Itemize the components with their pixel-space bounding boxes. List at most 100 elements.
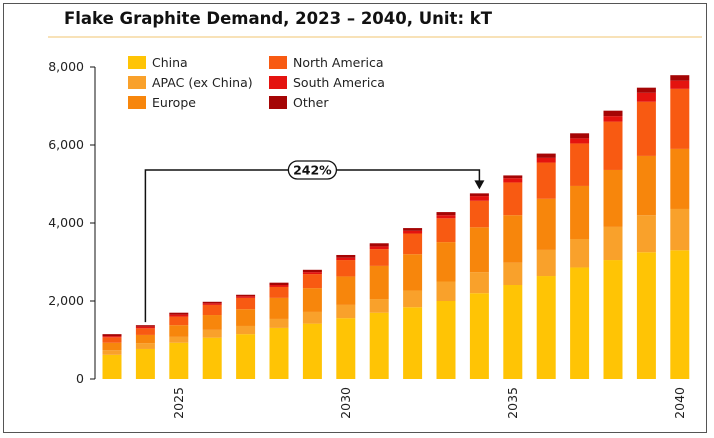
bar-segment-other	[269, 282, 289, 286]
bar-segment-europe	[202, 315, 222, 330]
bar-segment-south-america	[670, 80, 690, 89]
bar-stack-2027	[236, 294, 256, 379]
bar-segment-other	[102, 334, 122, 337]
bar-segment-apac-ex-china-	[469, 272, 489, 294]
bar-segment-other	[436, 212, 456, 216]
bar-stack-2026	[202, 301, 222, 379]
bar-segment-other	[369, 243, 389, 247]
bar-stack-2040	[670, 75, 690, 379]
bar-segment-apac-ex-china-	[169, 336, 189, 343]
chart-frame	[3, 3, 707, 433]
y-axis: 0 2,000 4,000 6,000 8,000	[48, 59, 96, 386]
bar-segment-south-america	[570, 138, 590, 144]
bar-segment-south-america	[102, 336, 122, 338]
bar-segment-south-america	[636, 92, 656, 102]
bar-segment-other	[636, 87, 656, 93]
bar-segment-other	[536, 153, 556, 158]
bar-segment-other	[503, 175, 523, 179]
bar-stack-2031	[369, 243, 389, 379]
bar-segment-north-america	[536, 162, 556, 199]
bar-segment-apac-ex-china-	[102, 350, 122, 355]
bar-segment-apac-ex-china-	[135, 343, 155, 349]
bar-segment-apac-ex-china-	[236, 325, 256, 335]
bar-segment-north-america	[336, 260, 356, 277]
bar-stack-2037	[570, 133, 590, 379]
y-tick-label: 0	[76, 371, 84, 386]
growth-annotation: 242%	[144, 160, 485, 323]
bar-segment-south-america	[135, 326, 155, 329]
bar-segment-china	[236, 334, 256, 379]
bar-stack-2023	[102, 334, 122, 379]
bar-segment-apac-ex-china-	[570, 238, 590, 268]
bar-segment-other	[135, 325, 155, 327]
bar-segment-europe	[503, 215, 523, 263]
bar-segment-north-america	[169, 316, 189, 326]
x-tick-label: 2025	[171, 387, 186, 419]
bar-segment-europe	[436, 242, 456, 282]
bar-segment-apac-ex-china-	[336, 304, 356, 319]
bar-segment-south-america	[469, 196, 489, 201]
bar-segment-south-america	[202, 303, 222, 305]
bar-segment-europe	[670, 148, 690, 209]
bar-segment-europe	[536, 198, 556, 250]
bar-segment-north-america	[302, 274, 322, 289]
x-tick-label: 2030	[338, 387, 353, 419]
bar-segment-apac-ex-china-	[436, 281, 456, 301]
legend-label: Europe	[152, 95, 196, 110]
legend-label: North America	[293, 55, 384, 70]
bar-segment-south-america	[302, 272, 322, 275]
bar-segment-china	[403, 307, 423, 379]
bar-segment-apac-ex-china-	[636, 215, 656, 253]
bar-segment-north-america	[369, 249, 389, 266]
bar-segment-europe	[269, 297, 289, 319]
annotation-label: 242%	[293, 163, 332, 178]
bar-segment-china	[336, 318, 356, 379]
bar-segment-south-america	[536, 157, 556, 163]
bar-segment-north-america	[202, 304, 222, 316]
bar-segment-south-america	[236, 296, 256, 298]
bar-segment-south-america	[436, 215, 456, 219]
bar-stack-2033	[436, 212, 456, 379]
legend-label: South America	[293, 75, 385, 90]
bar-segment-north-america	[570, 143, 590, 186]
bar-segment-europe	[570, 185, 590, 239]
bar-segment-north-america	[670, 88, 690, 149]
bar-stack-2029	[302, 269, 322, 379]
bar-stack-2028	[269, 282, 289, 379]
bar-segment-europe	[603, 169, 623, 227]
bar-segment-apac-ex-china-	[503, 262, 523, 286]
bar-segment-apac-ex-china-	[536, 249, 556, 277]
bar-segment-south-america	[269, 285, 289, 287]
bar-segment-south-america	[336, 257, 356, 261]
legend-swatch	[269, 96, 287, 109]
legend-swatch	[128, 96, 146, 109]
legend-swatch	[128, 76, 146, 89]
bar-segment-europe	[369, 265, 389, 300]
bar-segment-other	[670, 75, 690, 81]
bar-segment-china	[369, 312, 389, 379]
bar-segment-other	[603, 110, 623, 117]
bar-segment-china	[469, 293, 489, 379]
bar-stack-2038	[603, 110, 623, 379]
bar-segment-other	[302, 269, 322, 273]
legend: China APAC (ex China) Europe North America S…	[128, 55, 385, 110]
bar-segment-europe	[102, 342, 122, 351]
bar-stack-2030	[336, 254, 356, 379]
y-tick-label: 2,000	[48, 293, 84, 308]
bar-segment-apac-ex-china-	[403, 290, 423, 308]
legend-swatch	[269, 76, 287, 89]
bar-segment-south-america	[503, 178, 523, 183]
bar-stack-2035	[503, 175, 523, 379]
legend-label: China	[152, 55, 188, 70]
bar-segment-china	[169, 342, 189, 379]
x-tick-label: 2040	[672, 387, 687, 419]
bar-segment-china	[202, 337, 222, 379]
bar-segment-europe	[636, 155, 656, 216]
bar-segment-south-america	[603, 116, 623, 122]
bar-segment-north-america	[135, 328, 155, 335]
chart-title: Flake Graphite Demand, 2023 – 2040, Unit…	[64, 9, 493, 28]
bars	[102, 75, 690, 379]
bar-segment-europe	[336, 276, 356, 305]
bar-segment-north-america	[503, 182, 523, 216]
bar-segment-north-america	[102, 337, 122, 343]
